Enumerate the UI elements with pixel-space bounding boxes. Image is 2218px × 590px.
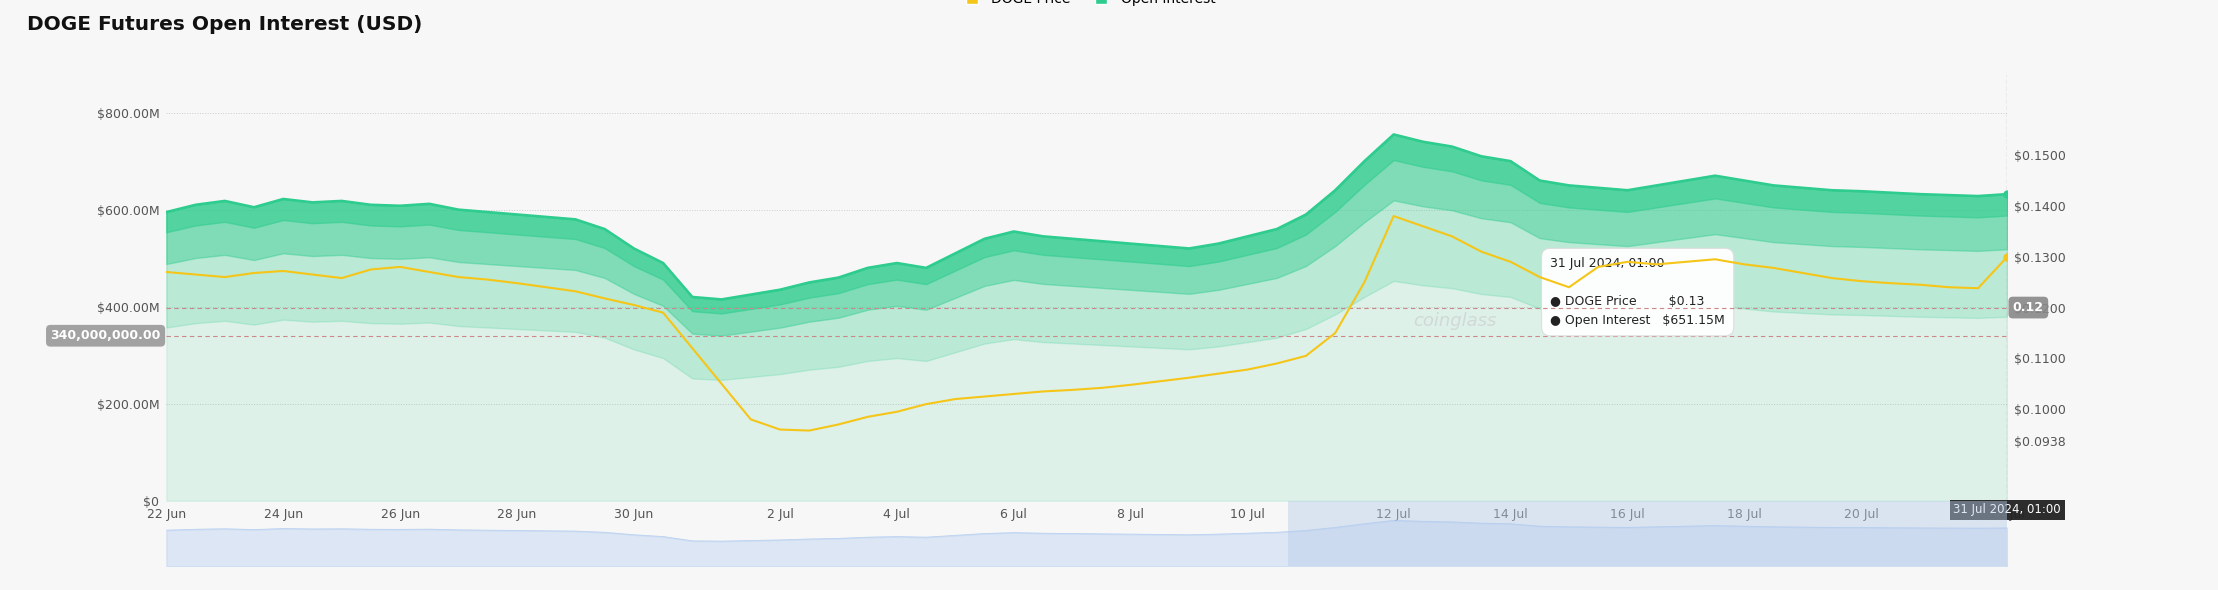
Text: coinglass: coinglass	[1413, 312, 1497, 330]
Legend: DOGE Price, Open Interest: DOGE Price, Open Interest	[952, 0, 1222, 12]
Text: 340,000,000.00: 340,000,000.00	[51, 329, 160, 342]
Text: 31 Jul 2024, 01:00: 31 Jul 2024, 01:00	[1954, 503, 2061, 516]
Bar	[1289, 501, 2036, 566]
Text: 31 Jul 2024, 01:00

● DOGE Price        $0.13
● Open Interest   $651.15M: 31 Jul 2024, 01:00 ● DOGE Price $0.13 ● …	[1550, 257, 1726, 327]
Text: 0.12: 0.12	[2014, 301, 2043, 314]
Text: DOGE Futures Open Interest (USD): DOGE Futures Open Interest (USD)	[27, 15, 421, 34]
